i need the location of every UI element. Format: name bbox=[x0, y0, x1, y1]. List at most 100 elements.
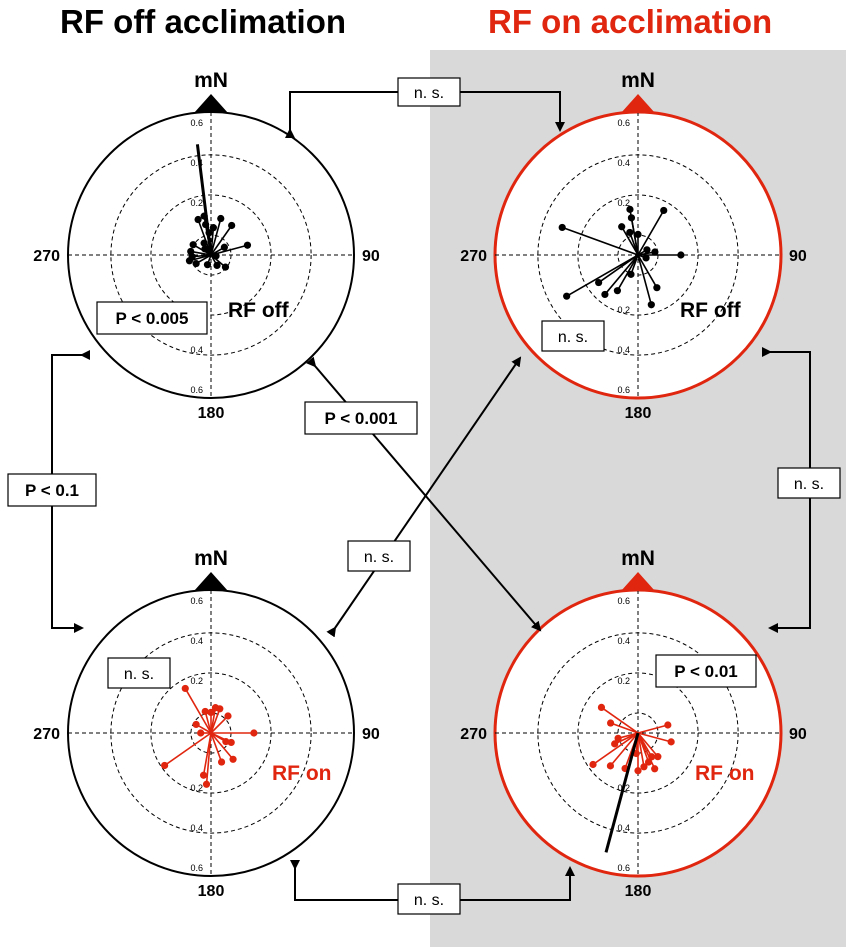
vector-point bbox=[192, 259, 200, 268]
vector-point bbox=[660, 206, 668, 215]
ring-label-south: 0.6 bbox=[190, 385, 203, 395]
vector-point bbox=[201, 707, 209, 716]
vector-point bbox=[595, 278, 603, 287]
vector-point bbox=[613, 287, 622, 295]
vector-line bbox=[604, 254, 639, 295]
vector-line bbox=[210, 225, 233, 256]
vector-line bbox=[164, 732, 212, 767]
comparison-left-column: P < 0.1 bbox=[7, 473, 97, 507]
vector-line bbox=[210, 732, 223, 763]
vector-point bbox=[651, 765, 659, 773]
vector-line bbox=[630, 217, 639, 256]
vector-point bbox=[227, 738, 235, 747]
vector-point bbox=[651, 248, 659, 256]
east-label: 90 bbox=[362, 248, 380, 265]
condition-label: RF on bbox=[695, 762, 754, 785]
polar-plot-bottom-left: mN 90 270 180 0.2 0.2 0.4 0.4 0.6 0.6 RF on n. s. bbox=[33, 547, 380, 900]
vector-line bbox=[637, 732, 656, 770]
vector-point bbox=[181, 684, 189, 693]
vector-point bbox=[614, 734, 622, 742]
vector-point bbox=[606, 719, 615, 727]
north-label: mN bbox=[621, 547, 655, 570]
vector-line bbox=[637, 254, 653, 305]
vector-point bbox=[211, 704, 220, 712]
ring-label-north: 0.4 bbox=[617, 158, 630, 168]
ring-label-south: 0.6 bbox=[617, 385, 630, 395]
ring-label-south: 0.4 bbox=[617, 345, 630, 355]
comparison-top-pair: n. s. bbox=[397, 77, 461, 107]
comparison-label: n. s. bbox=[414, 85, 444, 102]
ring-label-south: 0.6 bbox=[617, 863, 630, 873]
ring-label-south: 0.2 bbox=[617, 305, 630, 315]
comparison-label: P < 0.1 bbox=[25, 481, 79, 500]
vector-point bbox=[558, 223, 566, 232]
south-label: 180 bbox=[198, 405, 225, 422]
vector-point bbox=[647, 301, 655, 309]
ring-label-south: 0.2 bbox=[190, 783, 203, 793]
west-label: 270 bbox=[33, 248, 60, 265]
south-label: 180 bbox=[625, 883, 652, 900]
condition-label: RF off bbox=[228, 299, 290, 322]
vector-line bbox=[202, 732, 212, 776]
vector-point bbox=[563, 292, 571, 300]
vector-point bbox=[667, 738, 675, 746]
south-label: 180 bbox=[625, 405, 652, 422]
comparison-box bbox=[397, 883, 461, 915]
vector-line bbox=[210, 707, 217, 734]
ring-label-north: 0.2 bbox=[190, 198, 203, 208]
comparison-box bbox=[777, 467, 841, 499]
vector-point bbox=[627, 270, 635, 278]
comparison-label: n. s. bbox=[364, 549, 394, 566]
east-label: 90 bbox=[362, 726, 380, 743]
vector-point bbox=[634, 230, 642, 239]
west-label: 270 bbox=[460, 726, 487, 743]
ring-label-north: 0.6 bbox=[190, 118, 203, 128]
vector-point bbox=[653, 284, 661, 292]
vector-line bbox=[609, 732, 639, 767]
vector-line bbox=[616, 254, 639, 292]
vector-point bbox=[642, 254, 650, 262]
west-label: 270 bbox=[460, 248, 487, 265]
stat-label-box bbox=[96, 301, 208, 335]
comparison-labels: n. s. P < 0.1 n. s. P < 0.001 n. s. n. s. bbox=[7, 77, 841, 915]
stat-label-box bbox=[107, 657, 171, 689]
vector-point bbox=[213, 261, 221, 270]
north-label: mN bbox=[621, 69, 655, 92]
ring-label-north: 0.6 bbox=[617, 596, 630, 606]
vector-line bbox=[210, 732, 234, 760]
vector-point bbox=[626, 205, 634, 213]
vector-line bbox=[637, 210, 665, 256]
diagonal-up-arrow bbox=[326, 356, 522, 638]
north-marker-icon bbox=[621, 572, 655, 591]
vector-point bbox=[228, 221, 236, 230]
comparison-label: n. s. bbox=[414, 892, 444, 909]
ring-label-south: 0.4 bbox=[190, 823, 203, 833]
ring-label-north: 0.2 bbox=[617, 676, 630, 686]
vector-point bbox=[209, 224, 217, 232]
comparison-box bbox=[347, 540, 411, 572]
ring-label-south: 0.4 bbox=[190, 345, 203, 355]
west-label: 270 bbox=[33, 726, 60, 743]
vector-line bbox=[610, 722, 639, 734]
north-marker-icon bbox=[194, 572, 228, 591]
ring-label-north: 0.2 bbox=[190, 676, 203, 686]
vector-line bbox=[592, 732, 639, 766]
stat-label: n. s. bbox=[124, 666, 154, 683]
comparison-right-column: n. s. bbox=[777, 467, 841, 499]
ring-label-north: 0.6 bbox=[190, 596, 203, 606]
vector-line bbox=[566, 254, 639, 297]
vector-point bbox=[222, 737, 230, 746]
vector-point bbox=[664, 721, 672, 729]
stat-label: n. s. bbox=[558, 329, 588, 346]
vector-line bbox=[561, 226, 639, 256]
stat-label-box bbox=[655, 654, 757, 688]
vector-line bbox=[637, 732, 645, 767]
vector-point bbox=[643, 246, 651, 254]
vector-point bbox=[187, 247, 195, 256]
ring-label-north: 0.4 bbox=[190, 158, 203, 168]
vector-line bbox=[614, 732, 639, 745]
